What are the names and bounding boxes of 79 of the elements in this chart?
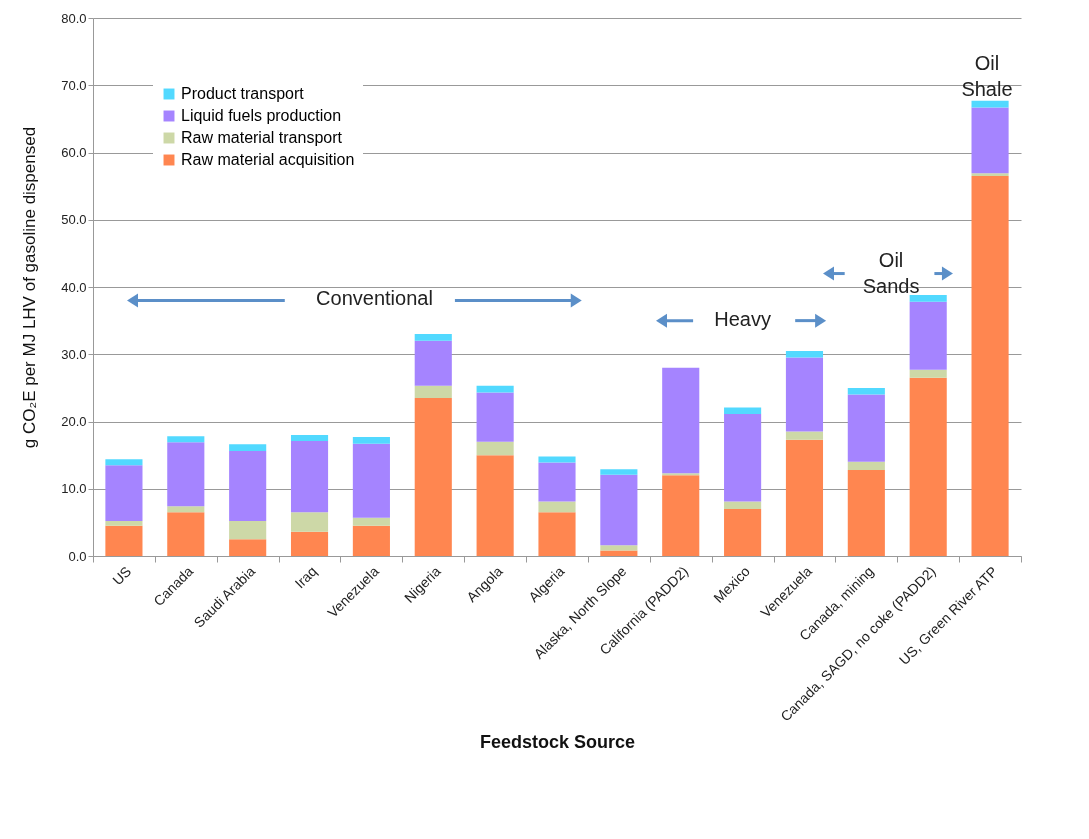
bar: [352, 443, 390, 518]
bar: [167, 512, 205, 556]
bar: [785, 431, 824, 440]
bar: [600, 469, 638, 475]
bar: [290, 434, 329, 441]
legend-label: Product transport: [181, 85, 305, 102]
bar: [785, 357, 824, 432]
y-axis-title: g CO₂E per MJ LHV of gasoline dispensed: [20, 126, 40, 449]
bar: [229, 521, 267, 540]
bar: [290, 441, 329, 513]
bar: [909, 369, 947, 378]
bar: [847, 469, 885, 556]
bar: [847, 387, 885, 395]
bar: [971, 107, 1009, 174]
x-tick-label: Iraq: [291, 563, 320, 592]
bar: [724, 414, 762, 502]
bar: [414, 385, 452, 398]
bar: [538, 501, 576, 513]
y-tick-label: 60.0: [61, 145, 87, 160]
bar: [662, 475, 700, 556]
bar: [662, 473, 700, 476]
bar: [414, 397, 452, 556]
x-axis-title: Feedstock Source: [479, 732, 636, 753]
bar: [538, 462, 576, 502]
bar: [352, 517, 390, 526]
y-tick-label: 70.0: [61, 77, 87, 93]
legend-label: Raw material acquisition: [181, 151, 355, 168]
bar: [971, 173, 1009, 177]
bar: [476, 392, 514, 442]
annotation: Heavy: [714, 307, 771, 330]
x-tick-label: US: [109, 563, 135, 589]
annotation: Conventional: [316, 287, 433, 310]
bar: [909, 295, 947, 302]
bar: [847, 461, 885, 470]
bar: [909, 377, 947, 556]
y-tick-label: 10.0: [61, 481, 87, 497]
bar: [229, 444, 267, 452]
bar: [167, 506, 205, 513]
bar: [290, 512, 329, 532]
bar: [105, 521, 143, 526]
bar: [600, 545, 638, 551]
bar: [909, 301, 947, 370]
bar: [538, 456, 576, 463]
bar: [724, 508, 762, 556]
bar: [105, 459, 143, 466]
y-tick-label: 0.0: [68, 548, 87, 564]
bar: [414, 340, 452, 386]
legend-label: Raw material transport: [181, 129, 343, 146]
bar: [538, 512, 576, 556]
bar: [476, 441, 514, 456]
bar: [785, 439, 824, 556]
bar: [724, 407, 762, 415]
bar: [290, 531, 329, 556]
bar: [785, 350, 824, 358]
bar: [229, 451, 267, 522]
bar: [600, 550, 638, 556]
legend-label: Liquid fuels production: [181, 107, 342, 124]
bar: [724, 501, 762, 509]
y-tick-label: 20.0: [61, 414, 87, 429]
bar: [105, 465, 143, 522]
bar: [229, 539, 267, 556]
bar: [600, 474, 638, 546]
bar: [352, 525, 390, 556]
y-tick-label: 30.0: [61, 346, 87, 362]
bar: [105, 525, 143, 556]
bar: [847, 394, 885, 462]
bar: [167, 436, 205, 443]
bar: [476, 455, 514, 556]
bar: [167, 442, 205, 507]
annotation: Oil Shale: [961, 51, 1013, 100]
bar: [352, 436, 390, 444]
bar: [476, 385, 514, 393]
bar: [662, 367, 700, 474]
bar: [971, 176, 1009, 556]
bar: [414, 334, 452, 341]
y-tick-label: 80.0: [61, 10, 87, 26]
y-tick-label: 40.0: [61, 279, 87, 295]
annotation: Oil Sands: [862, 248, 920, 297]
y-tick-label: 50.0: [61, 212, 87, 228]
